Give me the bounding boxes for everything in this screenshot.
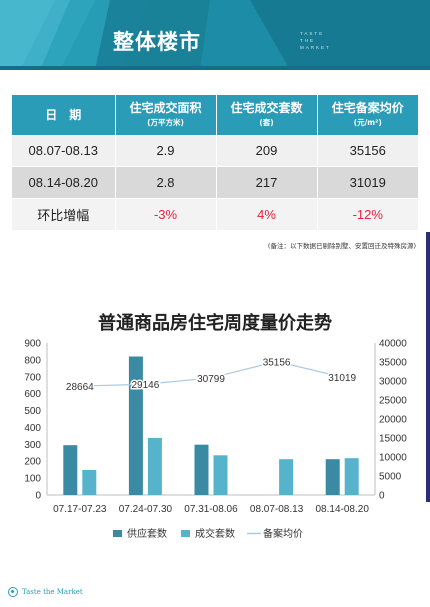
table-cell-change: 4% xyxy=(216,198,318,230)
sales-bar xyxy=(213,455,228,495)
y-left-tick-label: 900 xyxy=(24,339,41,350)
table-row: 08.07-08.13 2.9 209 35156 xyxy=(12,135,418,167)
legend-swatch xyxy=(181,530,190,537)
y-left-tick-label: 500 xyxy=(24,406,41,417)
y-right-tick-label: 15000 xyxy=(379,434,407,445)
table-cell: 35156 xyxy=(317,135,418,167)
footer-brand: Taste the Market xyxy=(22,588,83,596)
y-left-tick-label: 800 xyxy=(24,355,41,366)
table-row: 环比增幅 -3% 4% -12% xyxy=(12,198,418,230)
table-cell: 2.9 xyxy=(115,135,217,167)
table-row: 08.14-08.20 2.8 217 31019 xyxy=(12,166,418,199)
sales-bar xyxy=(344,458,359,495)
table-cell: 209 xyxy=(216,135,318,167)
y-left-tick-label: 400 xyxy=(24,423,41,434)
y-right-tick-label: 0 xyxy=(379,491,385,502)
sales-bar xyxy=(82,470,97,495)
market-summary-table: 日 期 住宅成交面积 (万平方米) 住宅成交套数 (套) 住宅备案均价 (元/m²) … xyxy=(12,95,418,230)
page-title: 整体楼市 xyxy=(113,30,201,54)
y-left-tick-label: 100 xyxy=(24,474,41,485)
table-cell-change: -3% xyxy=(115,198,217,230)
sales-bar xyxy=(147,437,162,495)
x-tick-label: 08.07-08.13 xyxy=(250,504,304,515)
y-right-tick-label: 25000 xyxy=(379,396,407,407)
y-left-tick-label: 200 xyxy=(24,457,41,468)
supply-bar xyxy=(325,459,340,495)
table-note: (备注：以下数据已剔除别墅、安置回迁及特殊房源) xyxy=(267,242,416,250)
y-right-tick-label: 40000 xyxy=(379,339,407,350)
header-background xyxy=(0,0,430,70)
price-data-label: 35156 xyxy=(263,357,291,368)
supply-bar xyxy=(128,356,143,495)
x-tick-label: 07.24-07.30 xyxy=(119,504,173,515)
price-data-label: 31019 xyxy=(328,373,356,384)
price-data-label: 29146 xyxy=(131,380,159,391)
y-left-tick-label: 300 xyxy=(24,440,41,451)
y-left-tick-label: 600 xyxy=(24,389,41,400)
supply-bar xyxy=(63,445,78,495)
column-header-units: 住宅成交套数 (套) xyxy=(216,95,318,135)
price-data-label: 28664 xyxy=(66,382,94,393)
table-header-row: 日 期 住宅成交面积 (万平方米) 住宅成交套数 (套) 住宅备案均价 (元/m²) xyxy=(12,95,418,135)
brand-line: TASTE xyxy=(300,31,325,36)
supply-bar xyxy=(194,444,209,495)
table-cell: 31019 xyxy=(317,166,418,199)
header-banner: 整体楼市 TASTE THE MARKET xyxy=(0,0,430,70)
brand-line: MARKET xyxy=(300,45,331,50)
legend-swatch xyxy=(113,530,122,537)
brand-logo-icon xyxy=(8,587,18,597)
price-data-label: 30799 xyxy=(197,374,225,385)
side-accent-bar xyxy=(426,232,430,502)
x-tick-label: 08.14-08.20 xyxy=(316,504,370,515)
y-right-tick-label: 10000 xyxy=(379,453,407,464)
table-cell: 217 xyxy=(216,166,318,199)
legend-label: 备案均价 xyxy=(263,527,303,540)
legend-label: 供应套数 xyxy=(127,527,167,540)
chart-title: 普通商品房住宅周度量价走势 xyxy=(98,313,332,334)
x-tick-label: 07.31-08.06 xyxy=(184,504,238,515)
price-line xyxy=(79,360,343,387)
column-header-price: 住宅备案均价 (元/m²) xyxy=(317,95,418,135)
table-cell: 2.8 xyxy=(115,166,217,199)
legend-label: 成交套数 xyxy=(195,527,235,540)
table-cell-change: -12% xyxy=(317,198,418,230)
brand-tagline: TASTE THE MARKET xyxy=(300,30,331,51)
y-right-tick-label: 35000 xyxy=(379,358,407,369)
y-right-tick-label: 20000 xyxy=(379,415,407,426)
y-right-tick-label: 30000 xyxy=(379,377,407,388)
table-cell: 08.07-08.13 xyxy=(12,135,116,167)
table-cell: 环比增幅 xyxy=(12,198,116,230)
sales-bar xyxy=(279,459,294,495)
y-left-tick-label: 700 xyxy=(24,372,41,383)
y-right-tick-label: 5000 xyxy=(379,472,402,483)
column-header-area: 住宅成交面积 (万平方米) xyxy=(115,95,217,135)
price-volume-chart: 0 100 200 300 400 500 600 700 800 900 0 5000 10000 15… xyxy=(24,339,407,541)
column-header-date: 日 期 xyxy=(12,95,116,135)
brand-line: THE xyxy=(300,38,315,43)
table-cell: 08.14-08.20 xyxy=(12,166,116,199)
y-left-tick-label: 0 xyxy=(35,491,41,502)
x-tick-label: 07.17-07.23 xyxy=(53,504,107,515)
